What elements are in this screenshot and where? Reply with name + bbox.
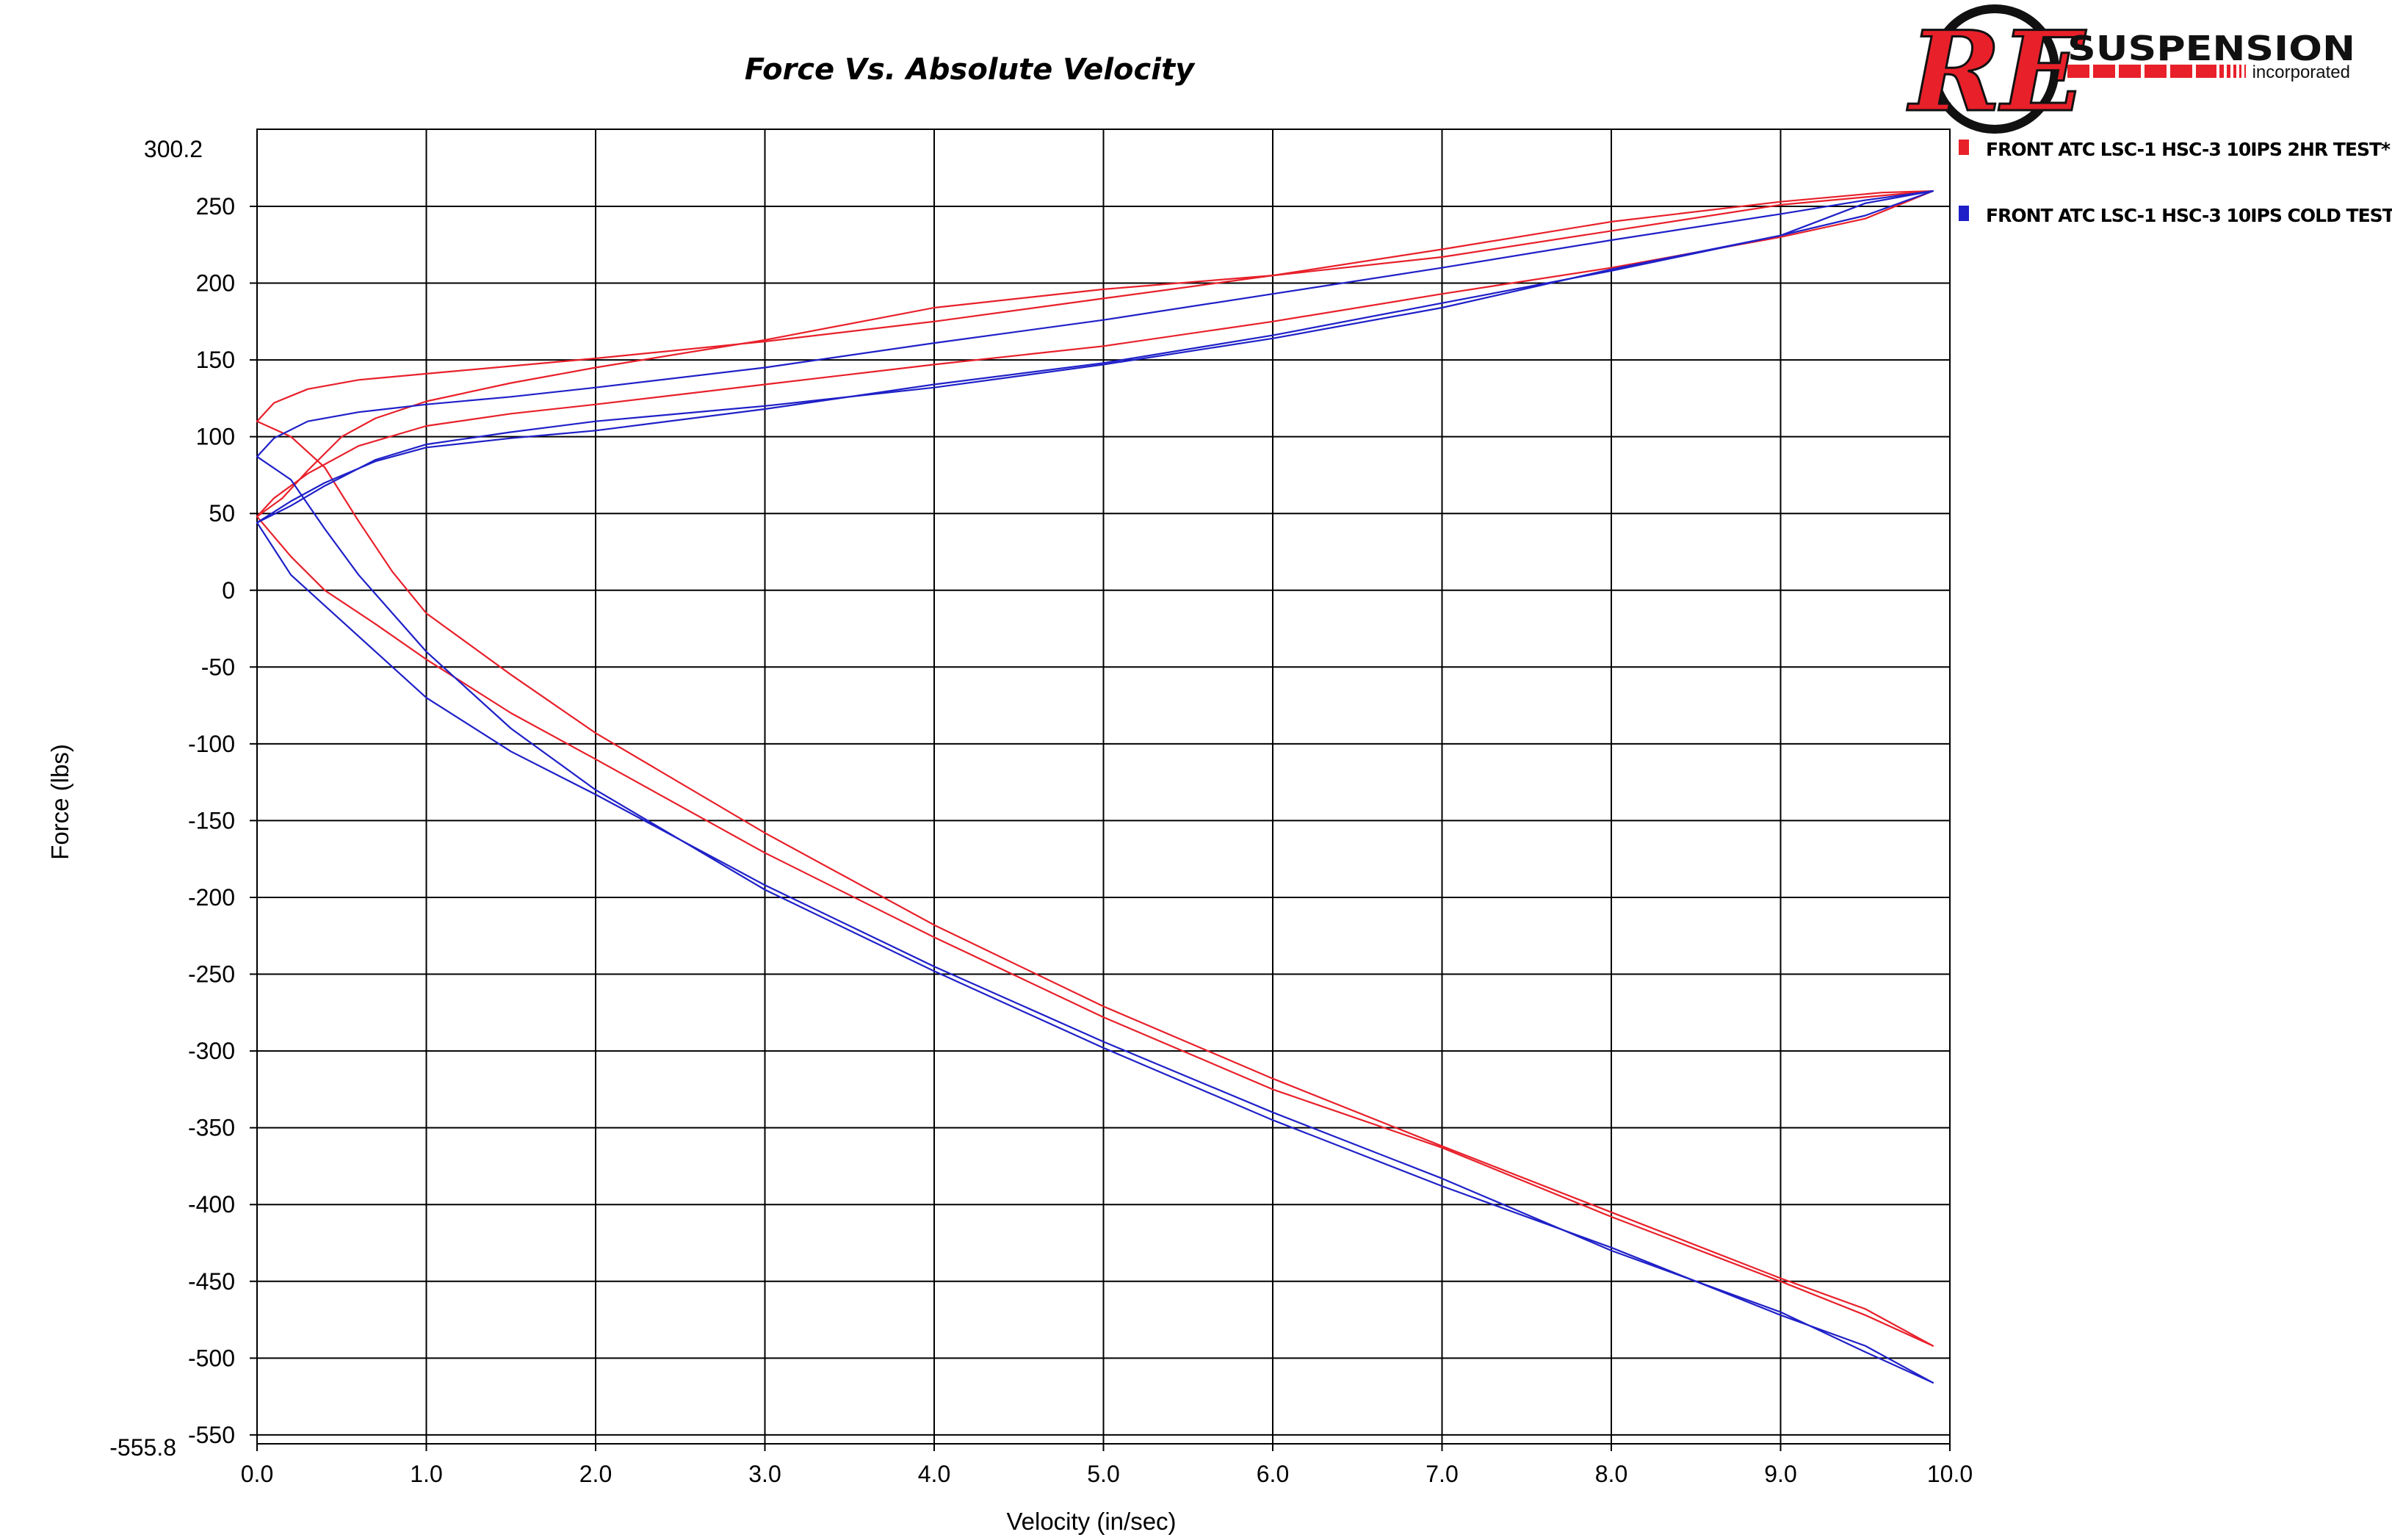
y-tick-labels: 250 200 150 100 50 0 -50 -100 -150 -200 -250 -300 -3…	[188, 193, 235, 1448]
legend-label-2hr: FRONT ATC LSC-1 HSC-3 10IPS 2HR TEST*	[1986, 139, 2391, 160]
x-tick-label: 2.0	[579, 1461, 612, 1487]
x-tick-label: 1.0	[410, 1461, 442, 1487]
legend-swatch-cold	[1959, 206, 1969, 221]
y-tick-label: -550	[188, 1422, 235, 1448]
y-tick-label: -250	[188, 961, 235, 988]
chart-title: Force Vs. Absolute Velocity	[745, 53, 1196, 87]
x-axis-label: Velocity (in/sec)	[1006, 1508, 1176, 1535]
x-tick-labels: 0.0 1.0 2.0 3.0 4.0 5.0 6.0 7.0 8.0 9.0 10.0	[241, 1461, 1973, 1487]
x-tick-label: 3.0	[748, 1461, 781, 1487]
y-tick-label: -50	[201, 654, 235, 680]
y-min-label: -555.8	[109, 1434, 176, 1461]
logo-sub: incorporated	[2252, 62, 2350, 82]
y-tick-label: -400	[188, 1191, 235, 1218]
logo-word: SUSPENSION	[2067, 29, 2355, 68]
y-tick-label: -350	[188, 1115, 235, 1141]
series-line-2hr	[256, 516, 1934, 1347]
series-line-cold	[256, 190, 1934, 458]
legend-label-cold: FRONT ATC LSC-1 HSC-3 10IPS COLD TEST*	[1986, 205, 2392, 226]
x-tick-label: 5.0	[1087, 1461, 1119, 1487]
y-max-label: 300.2	[144, 136, 203, 162]
x-tick-label: 7.0	[1426, 1461, 1458, 1487]
series-line-cold	[256, 190, 1934, 524]
series-line-cold	[256, 455, 1934, 1384]
y-tick-label: 200	[196, 270, 235, 297]
y-tick-label: -300	[188, 1038, 235, 1064]
y-tick-label: 0	[222, 577, 235, 604]
series-line-2hr	[256, 190, 1934, 422]
y-tick-label: 100	[196, 424, 235, 450]
y-tick-label: 250	[196, 193, 235, 220]
x-tick-label: 8.0	[1595, 1461, 1627, 1487]
x-tick-label: 6.0	[1257, 1461, 1289, 1487]
re-suspension-logo: RE SUSPENSION incorporated	[1906, 4, 2355, 138]
logo-circle	[1930, 4, 2059, 134]
logo-mark: RE	[1907, 7, 2087, 137]
logo-red-bars	[2067, 65, 2246, 78]
y-tick-label: -450	[188, 1268, 235, 1295]
y-axis-label: Force (lbs)	[46, 744, 73, 860]
legend: FRONT ATC LSC-1 HSC-3 10IPS 2HR TEST* FR…	[1959, 139, 2392, 226]
series-line-2hr	[256, 190, 1934, 518]
x-tick-label: 0.0	[241, 1461, 273, 1487]
plot-frame	[256, 129, 1951, 1445]
y-tick-label: -100	[188, 731, 235, 757]
series-line-cold	[256, 190, 1934, 524]
y-tick-label: 150	[196, 347, 235, 373]
y-tick-label: 50	[209, 500, 235, 527]
y-tick-label: -150	[188, 807, 235, 834]
series-line-2hr	[256, 420, 1934, 1347]
x-tick-label: 10.0	[1927, 1461, 1973, 1487]
series-line-2hr	[256, 190, 1934, 518]
x-tick-label: 9.0	[1764, 1461, 1796, 1487]
grid	[250, 129, 1951, 1451]
y-tick-label: -200	[188, 884, 235, 911]
y-tick-label: -500	[188, 1345, 235, 1371]
series-lines	[256, 190, 1934, 1384]
series-line-cold	[256, 521, 1934, 1384]
legend-swatch-2hr	[1959, 140, 1969, 155]
x-tick-label: 4.0	[918, 1461, 950, 1487]
